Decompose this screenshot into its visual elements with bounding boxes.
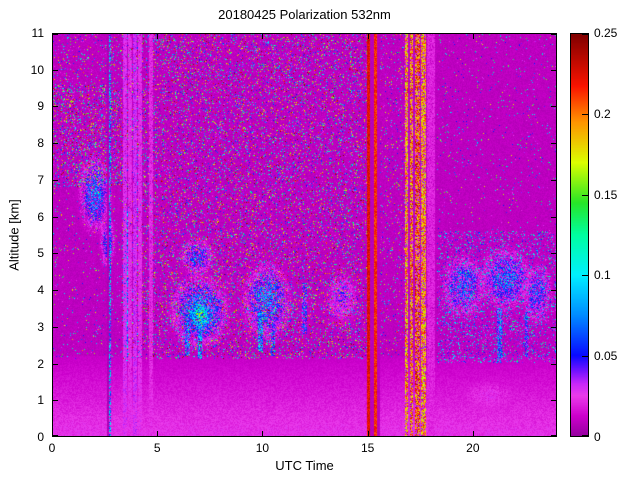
- colorbar-tick-label: 0.2: [594, 106, 611, 121]
- colorbar-tick-mark: [582, 34, 588, 35]
- y-tick-mark-left: [53, 435, 58, 436]
- colorbar-tick-label: 0.1: [594, 268, 611, 283]
- x-tick-mark-bottom: [52, 431, 53, 436]
- y-tick-label: 7: [37, 172, 44, 187]
- y-tick-mark-left: [53, 143, 58, 145]
- y-tick-mark-right: [551, 69, 556, 71]
- y-tick-mark-right: [551, 290, 556, 292]
- x-tick-label: 20: [466, 441, 480, 455]
- x-tick-mark-bottom: [262, 431, 264, 436]
- y-tick-mark-right: [551, 34, 556, 35]
- y-tick-label: 5: [37, 246, 44, 261]
- y-tick-label: 0: [37, 430, 44, 444]
- y-tick-label: 9: [37, 99, 44, 114]
- colorbar-tick-label: 0.25: [594, 26, 618, 40]
- y-tick-label: 11: [31, 26, 44, 40]
- y-tick-mark-right: [551, 400, 556, 402]
- y-tick-mark-right: [551, 143, 556, 145]
- y-tick-mark-left: [53, 216, 58, 218]
- colorbar-tick-mark: [582, 275, 588, 277]
- y-tick-mark-right: [551, 216, 556, 218]
- y-tick-label: 8: [37, 136, 44, 151]
- x-tick-mark-top: [52, 34, 53, 39]
- y-tick-label: 6: [37, 209, 44, 224]
- y-tick-mark-left: [53, 326, 58, 328]
- y-tick-mark-right: [551, 106, 556, 108]
- y-tick-mark-left: [53, 253, 58, 255]
- y-tick-label: 4: [37, 283, 44, 298]
- x-axis-label: UTC Time: [275, 458, 334, 473]
- colorbar-tick-mark: [582, 356, 588, 358]
- colorbar-tick-mark: [582, 113, 588, 115]
- colorbar-tick-label: 0.15: [594, 187, 618, 202]
- y-tick-mark-right: [551, 363, 556, 365]
- x-tick-mark-top: [472, 34, 474, 39]
- x-tick-mark-bottom: [472, 431, 474, 436]
- y-tick-mark-left: [53, 106, 58, 108]
- colorbar-tick-mark: [582, 194, 588, 196]
- y-tick-mark-left: [53, 400, 58, 402]
- colorbar-tick-label: 0.05: [594, 349, 618, 364]
- x-tick-mark-top: [262, 34, 264, 39]
- y-tick-mark-left: [53, 179, 58, 181]
- y-tick-mark-right: [551, 326, 556, 328]
- x-tick-mark-top: [157, 34, 159, 39]
- y-tick-label: 10: [30, 62, 44, 77]
- y-tick-label: 3: [37, 319, 44, 334]
- colorbar-canvas: [571, 34, 588, 436]
- y-tick-mark-left: [53, 363, 58, 365]
- x-tick-mark-bottom: [157, 431, 159, 436]
- y-tick-mark-right: [551, 179, 556, 181]
- plot-frame: [52, 33, 557, 437]
- x-tick-mark-bottom: [367, 431, 369, 436]
- colorbar-frame: [570, 33, 589, 437]
- y-tick-label: 2: [37, 356, 44, 371]
- y-tick-label: 1: [37, 393, 44, 408]
- y-tick-mark-right: [551, 435, 556, 436]
- colorbar-tick-mark: [582, 435, 588, 436]
- x-tick-mark-top: [367, 34, 369, 39]
- y-tick-mark-right: [551, 253, 556, 255]
- y-tick-mark-left: [53, 69, 58, 71]
- colorbar-tick-label: 0: [594, 430, 601, 444]
- y-tick-mark-left: [53, 290, 58, 292]
- x-tick-label: 15: [360, 441, 375, 455]
- heatmap-canvas: [53, 34, 556, 436]
- x-tick-label: 10: [255, 441, 270, 455]
- x-tick-label: 0: [48, 441, 56, 455]
- x-tick-label: 5: [153, 441, 161, 455]
- chart-title: 20180425 Polarization 532nm: [218, 7, 391, 22]
- y-tick-mark-left: [53, 34, 58, 35]
